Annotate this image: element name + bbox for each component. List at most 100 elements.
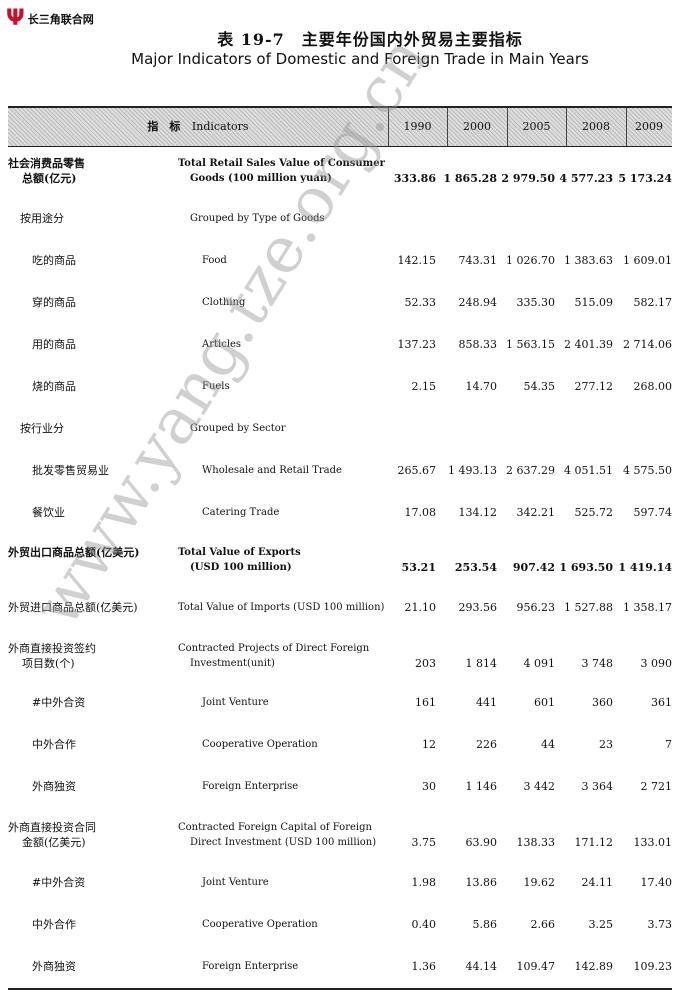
cell-value-2000: 5.86 [472, 918, 498, 931]
cell-value-2000: 858.33 [458, 338, 498, 351]
row-label-cn: 外贸出口商品总额(亿美元) [8, 546, 140, 559]
header-year: 2009 [635, 120, 663, 133]
cell-value-2000: 1 865.28 [443, 172, 497, 185]
cell-value-2005: 3 442 [523, 780, 556, 793]
cell-value-2008: 3 364 [581, 780, 614, 793]
cell-value-2000: 253.54 [454, 561, 497, 574]
cell-value-2005: 2 637.29 [506, 464, 555, 477]
cell-value-1990: 161 [415, 696, 436, 709]
row-label-en: Catering Trade [202, 507, 280, 518]
cell-value-2008: 1 527.88 [564, 601, 613, 614]
header-divider [626, 108, 627, 146]
header-year: 2000 [463, 120, 491, 133]
row-label-en: Foreign Enterprise [202, 961, 299, 972]
cell-value-2000: 441 [476, 696, 497, 709]
cell-value-2005: 2 979.50 [501, 172, 555, 185]
cell-value-2005: 4 091 [523, 657, 556, 670]
cell-value-2000: 226 [476, 738, 497, 751]
row-label-en: Grouped by Sector [190, 423, 286, 434]
cell-value-2000: 44.14 [465, 960, 498, 973]
cell-value-1990: 52.33 [404, 296, 437, 309]
table-bottom-rule [8, 988, 672, 990]
cell-value-2008: 2 401.39 [564, 338, 613, 351]
cell-value-2000: 743.31 [458, 254, 498, 267]
cell-value-2009: 4 575.50 [623, 464, 672, 477]
cell-value-2000: 14.70 [465, 380, 498, 393]
header-year: 2005 [522, 120, 551, 133]
cell-value-2008: 3 748 [581, 657, 614, 670]
row-label-en: Investment(unit) [190, 658, 275, 669]
cell-value-1990: 1.36 [411, 960, 437, 973]
row-label-cn: 外贸进口商品总额(亿美元) [8, 601, 138, 614]
cell-value-2000: 134.12 [458, 506, 498, 519]
cell-value-2009: 1 358.17 [623, 601, 672, 614]
row-label-en: Joint Venture [202, 877, 269, 888]
cell-value-2009: 7 [665, 738, 672, 751]
cell-value-2008: 171.12 [574, 836, 614, 849]
row-label-cn: 餐饮业 [32, 506, 65, 519]
row-label-en: Goods (100 million yuan) [190, 173, 332, 184]
cell-value-2009: 268.00 [633, 380, 673, 393]
cell-value-2009: 3.73 [647, 918, 673, 931]
row-label-cn: 外商独资 [32, 960, 76, 973]
cell-value-2000: 1 493.13 [448, 464, 497, 477]
cell-value-2005: 1 026.70 [506, 254, 555, 267]
cell-value-2009: 1 419.14 [618, 561, 672, 574]
cell-value-1990: 1.98 [411, 876, 437, 889]
row-label-en: Contracted Foreign Capital of Foreign [178, 822, 372, 833]
header-divider [388, 108, 389, 146]
row-label-cn: 用的商品 [32, 338, 76, 351]
header-divider [566, 108, 567, 146]
header-indicator-en: Indicators [191, 120, 249, 133]
cell-value-1990: 3.75 [411, 836, 437, 849]
cell-value-2008: 1 383.63 [564, 254, 613, 267]
cell-value-1990: 203 [415, 657, 436, 670]
cell-value-2009: 109.23 [633, 960, 673, 973]
cell-value-1990: 17.08 [404, 506, 437, 519]
logo-text: 长三角联合网 [27, 13, 94, 26]
row-label-cn: #中外合资 [32, 696, 86, 709]
row-label-cn: 总额(亿元) [22, 172, 77, 185]
cell-value-2005: 2.66 [530, 918, 556, 931]
row-label-en: Foreign Enterprise [202, 781, 299, 792]
cell-value-1990: 142.15 [397, 254, 437, 267]
cell-value-2009: 133.01 [633, 836, 673, 849]
cell-value-1990: 265.67 [397, 464, 437, 477]
cell-value-1990: 2.15 [411, 380, 437, 393]
row-label-cn: 中外合作 [32, 918, 76, 931]
cell-value-1990: 30 [422, 780, 436, 793]
cell-value-1990: 53.21 [401, 561, 436, 574]
header-year: 2008 [582, 120, 610, 133]
row-label-cn: 吃的商品 [32, 254, 76, 267]
row-label-cn: 金额(亿美元) [22, 836, 86, 849]
cell-value-1990: 21.10 [404, 601, 437, 614]
cell-value-2005: 956.23 [516, 601, 556, 614]
row-label-cn: 批发零售贸易业 [32, 464, 109, 477]
cell-value-2005: 138.33 [516, 836, 556, 849]
cell-value-2000: 293.56 [458, 601, 498, 614]
row-label-cn: 穿的商品 [32, 296, 76, 309]
header-indicator: 指 标 Indicators [8, 108, 388, 146]
row-label-en: Direct Investment (USD 100 million) [190, 837, 377, 848]
logo-mark-icon: Ψ [6, 6, 25, 31]
row-label-en: Total Value of Imports (USD 100 million) [178, 602, 385, 613]
cell-value-2000: 63.90 [465, 836, 498, 849]
row-label-en: Wholesale and Retail Trade [202, 465, 342, 476]
row-label-cn: 中外合作 [32, 738, 76, 751]
row-label-cn: 社会消费品零售 [8, 157, 85, 170]
row-label-en: Total Value of Exports [178, 547, 301, 558]
row-label-en: Grouped by Type of Goods [190, 213, 325, 224]
header-year: 1990 [403, 120, 432, 133]
row-label-en: Food [202, 255, 227, 266]
row-label-cn: 烧的商品 [32, 380, 76, 393]
cell-value-2009: 582.17 [633, 296, 673, 309]
cell-value-2008: 1 693.50 [559, 561, 613, 574]
cell-value-2009: 2 721 [640, 780, 673, 793]
row-label-en: Cooperative Operation [202, 919, 318, 930]
header-divider [507, 108, 508, 146]
cell-value-2008: 142.89 [574, 960, 614, 973]
cell-value-2005: 109.47 [516, 960, 556, 973]
row-label-en: Articles [202, 339, 242, 350]
row-label-cn: 项目数(个) [22, 657, 75, 670]
cell-value-2005: 1 563.15 [506, 338, 555, 351]
